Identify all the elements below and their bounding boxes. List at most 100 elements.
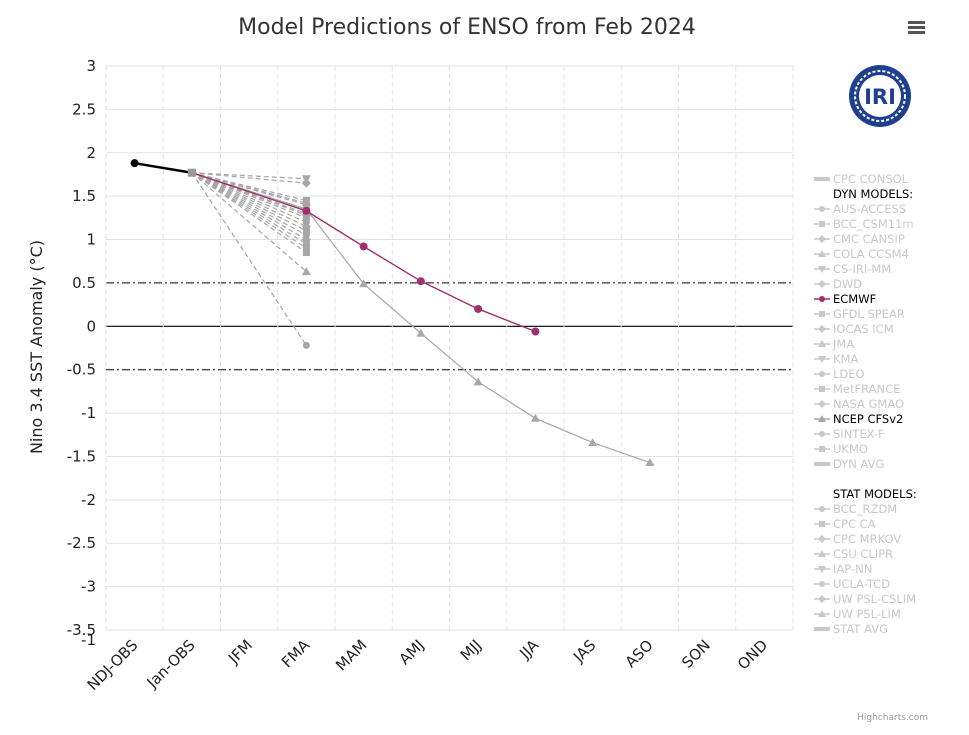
model-forecast-point xyxy=(302,227,310,235)
legend-label: BCC_CSM11m xyxy=(833,217,914,231)
legend-item[interactable]: JMA xyxy=(814,337,854,351)
legend-item[interactable]: DYN AVG xyxy=(814,457,884,471)
legend-item[interactable]: COLA CCSM4 xyxy=(814,247,909,261)
legend-symbol xyxy=(819,206,825,212)
legend-item[interactable]: CPC CONSOL xyxy=(814,172,909,186)
legend-label: CMC CANSIP xyxy=(833,232,905,246)
y-tick-label: 2 xyxy=(86,144,96,162)
y-tick-label: 1 xyxy=(86,231,96,249)
legend-item[interactable]: UKMO xyxy=(814,442,868,456)
legend-item[interactable]: LDEO xyxy=(814,367,865,381)
y-tick-label: -1 xyxy=(81,631,96,649)
legend-item[interactable]: CMC CANSIP xyxy=(814,232,905,246)
legend-label: UCLA-TCD xyxy=(833,577,890,591)
model-forecast-point xyxy=(302,240,310,248)
legend-heading: DYN MODELS: xyxy=(833,187,913,201)
legend-item[interactable]: IAP-NN xyxy=(814,562,872,576)
ecmwf-point xyxy=(531,327,540,336)
ncep-cfsv2-point xyxy=(416,328,426,337)
legend-symbol xyxy=(819,581,825,587)
legend-symbol xyxy=(818,235,826,243)
legend-label: SINTEX-F xyxy=(833,427,885,441)
legend-item: STAT MODELS: xyxy=(833,487,917,501)
model-forecast-line xyxy=(191,172,307,206)
y-tick-label: 0 xyxy=(86,317,96,335)
legend-label: UW PSL-LIM xyxy=(833,607,901,621)
legend-item[interactable]: SINTEX-F xyxy=(814,427,885,441)
model-forecast-point xyxy=(302,341,310,349)
legend-label: LDEO xyxy=(833,367,865,381)
ecmwf-point xyxy=(359,242,368,251)
legend-label: CPC CA xyxy=(833,517,876,531)
grid xyxy=(105,65,794,631)
ncep-cfsv2-point xyxy=(359,279,369,288)
legend-item[interactable]: NASA GMAO xyxy=(814,397,904,411)
x-tick-label: OND xyxy=(734,636,771,673)
ncep-cfsv2-point xyxy=(530,413,540,422)
model-forecast-line xyxy=(191,172,307,219)
legend-item[interactable]: DWD xyxy=(814,277,862,291)
iri-logo-text: IRI xyxy=(864,85,896,109)
legend-item[interactable]: CS-IRI-MM xyxy=(814,262,891,276)
y-tick-label: 2.5 xyxy=(72,100,96,118)
y-tick-label: -3.5 xyxy=(67,621,96,639)
legend-label: STAT AVG xyxy=(833,622,888,636)
legend-item[interactable]: AUS-ACCESS xyxy=(814,202,906,216)
legend-item[interactable]: ECMWF xyxy=(814,292,876,306)
legend-item[interactable]: UCLA-TCD xyxy=(814,577,890,591)
legend-symbol xyxy=(818,550,826,557)
ecmwf-point xyxy=(416,277,425,286)
legend-symbol xyxy=(819,296,825,302)
model-forecast-point xyxy=(301,178,311,188)
ecmwf-point xyxy=(474,304,483,313)
x-tick-label: JAS xyxy=(569,636,599,666)
x-tick-label: JFM xyxy=(224,636,256,668)
legend-label: UKMO xyxy=(833,442,868,456)
legend-label: KMA xyxy=(833,352,858,366)
ncep-cfsv2-point xyxy=(473,377,483,386)
legend-item[interactable]: STAT AVG xyxy=(814,622,888,636)
legend-label: NCEP CFSv2 xyxy=(833,412,903,426)
plot-series xyxy=(130,159,655,467)
legend-item[interactable]: NCEP CFSv2 xyxy=(814,412,903,426)
iri-logo: IRI xyxy=(849,65,911,127)
legend-item[interactable]: CPC MRKOV xyxy=(814,532,901,546)
legend-label: MetFRANCE xyxy=(833,382,900,396)
legend-item[interactable]: MetFRANCE xyxy=(814,382,900,396)
legend-item[interactable]: UW PSL-LIM xyxy=(814,607,901,621)
legend-item[interactable]: BCC_RZDM xyxy=(814,502,897,516)
model-forecast-line xyxy=(191,172,307,232)
legend-label: ECMWF xyxy=(833,292,876,306)
legend-label: CPC CONSOL xyxy=(833,172,909,186)
legend-symbol xyxy=(818,325,826,333)
legend-item[interactable]: BCC_CSM11m xyxy=(814,217,914,231)
ncep-cfsv2-line xyxy=(191,172,651,464)
legend-symbol xyxy=(818,400,826,408)
legend-item[interactable]: UW PSL-CSLIM xyxy=(814,592,916,606)
highcharts-credits[interactable]: Highcharts.com xyxy=(857,713,928,723)
legend-label: CS-IRI-MM xyxy=(833,262,891,276)
y-tick-label: -0.5 xyxy=(67,361,96,379)
legend-label: UW PSL-CSLIM xyxy=(833,592,916,606)
model-forecast-point xyxy=(302,214,310,222)
model-forecast-point xyxy=(302,249,310,257)
legend-item[interactable]: KMA xyxy=(814,352,858,366)
legend-item[interactable]: IOCAS ICM xyxy=(814,322,894,336)
model-forecast-line xyxy=(191,172,307,273)
legend-item[interactable]: CPC CA xyxy=(814,517,876,531)
legend-item[interactable]: GFDL SPEAR xyxy=(814,307,905,321)
legend-symbol xyxy=(819,311,825,317)
hamburger-menu-icon[interactable] xyxy=(904,16,930,38)
legend-item[interactable]: CSU CLIPR xyxy=(814,547,893,561)
legend-symbol xyxy=(818,250,826,257)
y-tick-label: 3 xyxy=(86,57,96,75)
y-tick-label: 0.5 xyxy=(72,274,96,292)
legend-label: CSU CLIPR xyxy=(833,547,893,561)
chart-title: Model Predictions of ENSO from Feb 2024 xyxy=(238,15,696,40)
model-forecast-point xyxy=(301,267,311,276)
legend-symbol xyxy=(819,371,825,377)
legend-label: BCC_RZDM xyxy=(833,502,897,516)
x-tick-label: FMA xyxy=(278,636,314,672)
